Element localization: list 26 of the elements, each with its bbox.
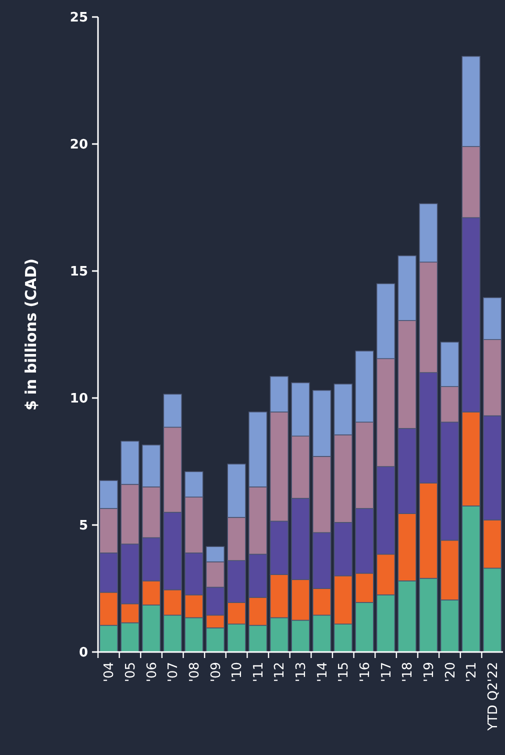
x-tick-label: '19 [422, 662, 437, 682]
x-tick-label: '14 [315, 662, 330, 682]
y-tick-label: 0 [78, 646, 88, 661]
x-tick-label: '09 [208, 662, 224, 682]
x-tick-label: '04 [102, 662, 118, 682]
y-tick-label: 5 [78, 518, 88, 534]
y-tick-label: 25 [70, 10, 88, 26]
x-tick-label: '20 [443, 662, 458, 682]
x-tick-label: '18 [400, 662, 416, 682]
x-tick-label: '11 [251, 662, 266, 682]
y-tick-label: 10 [70, 392, 88, 407]
x-tick-label: '12 [272, 662, 288, 682]
y-axis-title: $ in billions (CAD) [22, 258, 40, 410]
y-tick-label: 20 [70, 138, 88, 153]
x-tick-label: '07 [166, 662, 182, 682]
x-tick-label: '16 [358, 662, 373, 682]
x-tick-label: '05 [124, 662, 139, 682]
x-tick-label: '17 [379, 662, 394, 682]
x-tick-label: '13 [294, 662, 310, 682]
x-tick-label: '06 [144, 662, 160, 682]
x-tick-label: '21 [464, 662, 480, 682]
y-tick-label: 15 [70, 264, 88, 280]
x-tick-label: '15 [336, 662, 352, 682]
x-tick-label: YTD Q2'22 [486, 662, 501, 732]
x-tick-label: '08 [187, 662, 202, 682]
x-tick-label: '10 [230, 662, 246, 682]
